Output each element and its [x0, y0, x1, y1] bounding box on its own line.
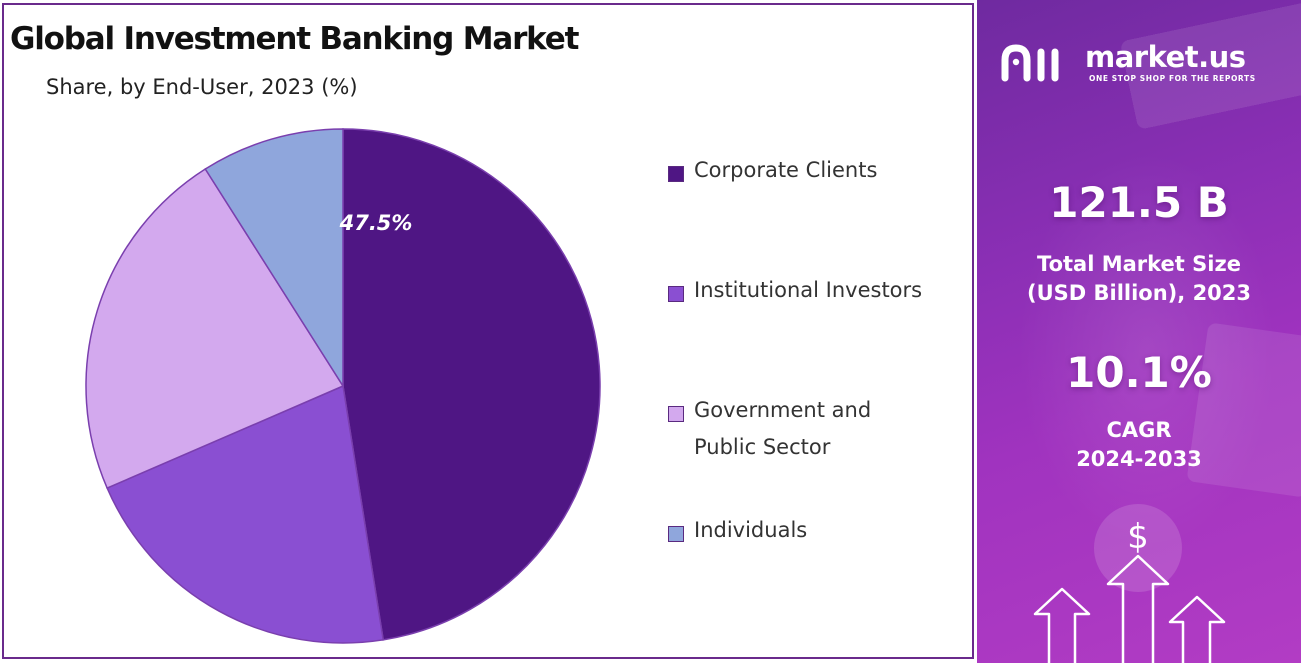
svg-text:$: $ — [1127, 517, 1149, 557]
legend-swatch — [668, 286, 684, 302]
pie-data-label: 47.5% — [339, 211, 413, 235]
finance-artwork: $ — [1033, 1, 1301, 663]
market-size-value: 121.5 B — [1049, 178, 1229, 227]
cagr-value: 10.1% — [1066, 348, 1212, 397]
market-size-label-line2: (USD Billion), 2023 — [1026, 281, 1252, 305]
legend-label: Institutional Investors — [694, 278, 923, 302]
brand: market.us ONE STOP SHOP FOR THE REPORTS — [999, 40, 1289, 90]
up-arrow-icon — [1033, 554, 1226, 663]
legend-item-institutional-investors: Institutional Investors — [668, 278, 968, 309]
legend-item-corporate-clients: Corporate Clients — [668, 158, 968, 189]
dollar-coin-icon: $ — [1094, 504, 1182, 592]
summary-panel: $ market.us ONE STOP SHOP FOR THE REPORT… — [977, 0, 1301, 663]
legend-item-government-and-public-sector: Government and Public Sector — [668, 398, 968, 466]
legend-label: Government and Public Sector — [694, 398, 872, 459]
cagr-label: CAGR — [1106, 418, 1172, 442]
brand-tagline: ONE STOP SHOP FOR THE REPORTS — [1089, 74, 1256, 83]
cagr-period: 2024-2033 — [1076, 447, 1202, 471]
background-shapes — [1121, 1, 1301, 497]
brand-name: market.us — [1085, 40, 1246, 74]
pie-slices — [85, 128, 601, 644]
pie-chart: 47.5% — [85, 128, 601, 644]
pie-slice-corporate-clients — [342, 128, 601, 641]
legend-swatch — [668, 526, 684, 542]
chart-subtitle: Share, by End-User, 2023 (%) — [46, 75, 358, 99]
legend-label: Individuals — [694, 518, 808, 542]
pie-slice-government-and-public-sector — [85, 167, 345, 490]
panel-glow — [1017, 150, 1277, 550]
pie-data-labels: 47.5% — [339, 211, 413, 235]
chart-panel: Global Investment Banking Market Share, … — [2, 3, 974, 659]
market-us-logo-icon — [1001, 44, 1059, 82]
market-size-label-line1: Total Market Size — [1037, 252, 1241, 276]
pie-slice-institutional-investors — [106, 384, 385, 644]
legend-item-individuals: Individuals — [668, 518, 968, 549]
legend-swatch — [668, 166, 684, 182]
legend-swatch — [668, 406, 684, 422]
chart-title: Global Investment Banking Market — [10, 21, 579, 57]
pie-slice-individuals — [204, 128, 344, 389]
legend-label: Corporate Clients — [694, 158, 878, 182]
